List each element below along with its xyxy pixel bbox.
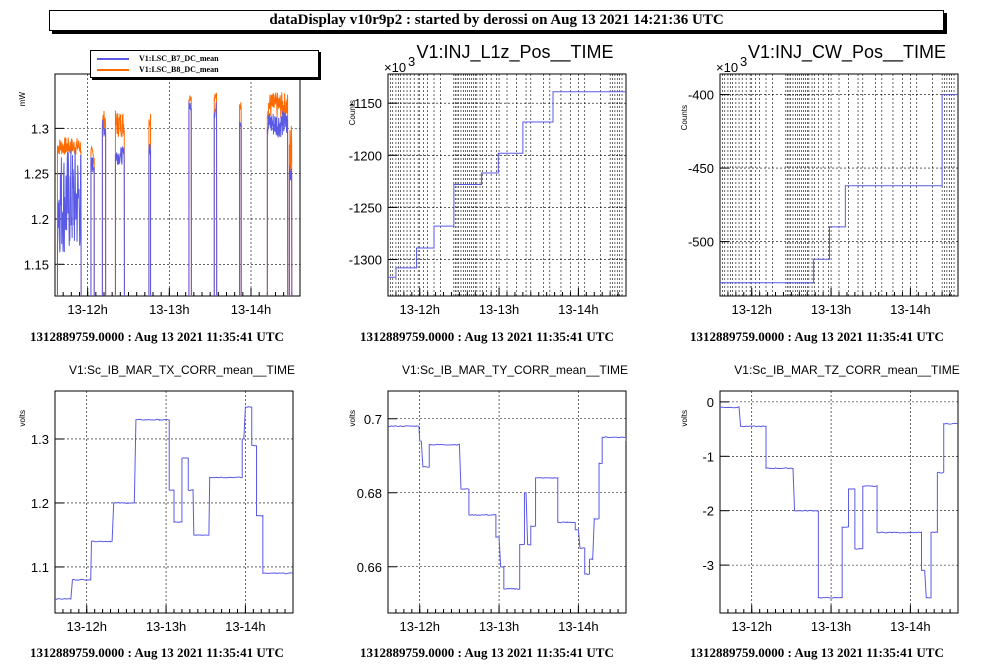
legend-label: V1:LSC_B7_DC_mean [139,54,219,63]
x-tick-label: 13-14h [890,619,930,634]
y-axis-label: volts [680,410,689,426]
legend-swatch-blue [97,58,129,61]
y-tick-label: -3 [702,558,714,573]
y-tick-label: 1.1 [31,560,49,575]
timestamp-footer: 1312889759.0000 : Aug 13 2021 11:35:41 U… [690,645,944,660]
y-tick-label: -2 [702,504,714,519]
timestamp-footer: 1312889759.0000 : Aug 13 2021 11:35:41 U… [30,645,284,660]
y-tick-label: -500 [688,235,714,250]
y-tick-label: 0.68 [357,486,382,501]
x-tick-label: 13-14h [558,302,598,317]
y-tick-label: -400 [688,88,714,103]
axis-exponent-power: 3 [740,54,747,69]
y-axis-label: Counts [680,105,689,130]
x-tick-label: 13-12h [731,302,771,317]
legend-label: V1:LSC_B8_DC_mean [139,65,219,74]
x-tick-label: 13-14h [231,302,271,317]
legend: V1:LSC_B7_DC_mean V1:LSC_B8_DC_mean [90,50,319,78]
chart-title: V1:INJ_CW_Pos__TIME [748,42,946,63]
series-line [720,94,958,284]
y-tick-label: -1150 [350,96,382,111]
y-tick-label: 1.2 [31,496,49,511]
y-tick-label: 1.2 [31,212,49,227]
page-title: dataDisplay v10r9p2 : started by derossi… [269,12,724,28]
legend-item: V1:LSC_B8_DC_mean [97,64,219,75]
axis-exponent-power: 3 [408,54,415,69]
x-tick-label: 13-12h [66,619,106,634]
x-tick-label: 13-13h [811,302,851,317]
y-tick-label: -1200 [349,148,382,163]
y-tick-label: -450 [688,161,714,176]
legend-item: V1:LSC_B7_DC_mean [97,53,219,64]
plot-frame [387,390,627,614]
chart-panel-5: 13-12h 13-13h 13-14h 0.66 0.68 0.7 V1:Sc_IB_MA… [348,363,628,634]
series-line [56,92,293,296]
series-line [56,101,293,296]
chart-panel-2: 13-12h 13-13h 13-14h -1300 -1250 -1200 -1150 V1… [348,42,627,317]
x-tick-label: 13-12h [399,302,439,317]
timestamp-footer: 1312889759.0000 : Aug 13 2021 11:35:41 U… [360,329,614,344]
timestamp-footer: 1312889759.0000 : Aug 13 2021 11:35:41 U… [690,329,944,344]
x-tick-label: 13-13h [149,302,189,317]
series-line [388,425,626,590]
chart-title: V1:Sc_IB_MAR_TX_CORR_mean__TIME [69,363,295,377]
x-tick-label: 13-14h [558,619,598,634]
y-tick-label: 0.66 [357,560,382,575]
y-tick-label: 1.3 [31,432,49,447]
x-tick-label: 13-14h [225,619,265,634]
chart-panel-1: 13-12h 13-13h 13-14h 1.15 1.2 1.25 1.3 mW [18,73,301,317]
y-tick-label: -1250 [349,200,382,215]
y-tick-label: 0 [707,395,714,410]
y-tick-label: 1.3 [31,121,49,136]
legend-swatch-orange [97,69,129,72]
x-tick-label: 13-12h [399,619,439,634]
timestamp-footer: 1312889759.0000 : Aug 13 2021 11:35:41 U… [360,645,614,660]
y-axis-label: volts [18,410,27,426]
plot-frame [54,73,301,297]
x-tick-label: 13-12h [731,619,771,634]
series-line [55,406,293,600]
x-tick-label: 13-14h [890,302,930,317]
x-tick-label: 13-13h [479,619,519,634]
chart-title: V1:Sc_IB_MAR_TZ_CORR_mean__TIME [734,363,959,377]
y-tick-label: 1.15 [24,257,49,272]
x-tick-label: 13-12h [67,302,107,317]
y-axis-label: volts [348,410,357,426]
chart-panel-6: 13-12h 13-13h 13-14h -3 -2 -1 0 V1:Sc_IB_MAR_TZ… [680,363,960,634]
timestamp-footer: 1312889759.0000 : Aug 13 2021 11:35:41 U… [30,329,284,344]
chart-panel-3: 13-12h 13-13h 13-14h -500 -450 -400 V1:INJ_CW_… [680,42,959,317]
series-line [720,406,958,599]
y-axis-label: mW [18,92,27,107]
title-bar: dataDisplay v10r9p2 : started by derossi… [49,10,944,31]
axis-exponent: ×10 [716,60,738,75]
y-axis-label: Counts [348,100,357,125]
x-tick-label: 13-13h [811,619,851,634]
y-tick-label: 0.7 [364,412,382,427]
chart-panel-4: 13-12h 13-13h 13-14h 1.1 1.2 1.3 V1:Sc_IB_MAR_… [18,363,295,634]
x-tick-label: 13-13h [146,619,186,634]
axis-exponent: ×10 [384,60,406,75]
y-tick-label: -1300 [349,253,382,268]
chart-title: V1:Sc_IB_MAR_TY_CORR_mean__TIME [402,363,628,377]
chart-title: V1:INJ_L1z_Pos__TIME [416,42,613,63]
plot-frame [719,390,959,614]
y-tick-label: -1 [702,449,714,464]
series-line [388,91,626,278]
y-tick-label: 1.25 [24,167,49,182]
x-tick-label: 13-13h [479,302,519,317]
